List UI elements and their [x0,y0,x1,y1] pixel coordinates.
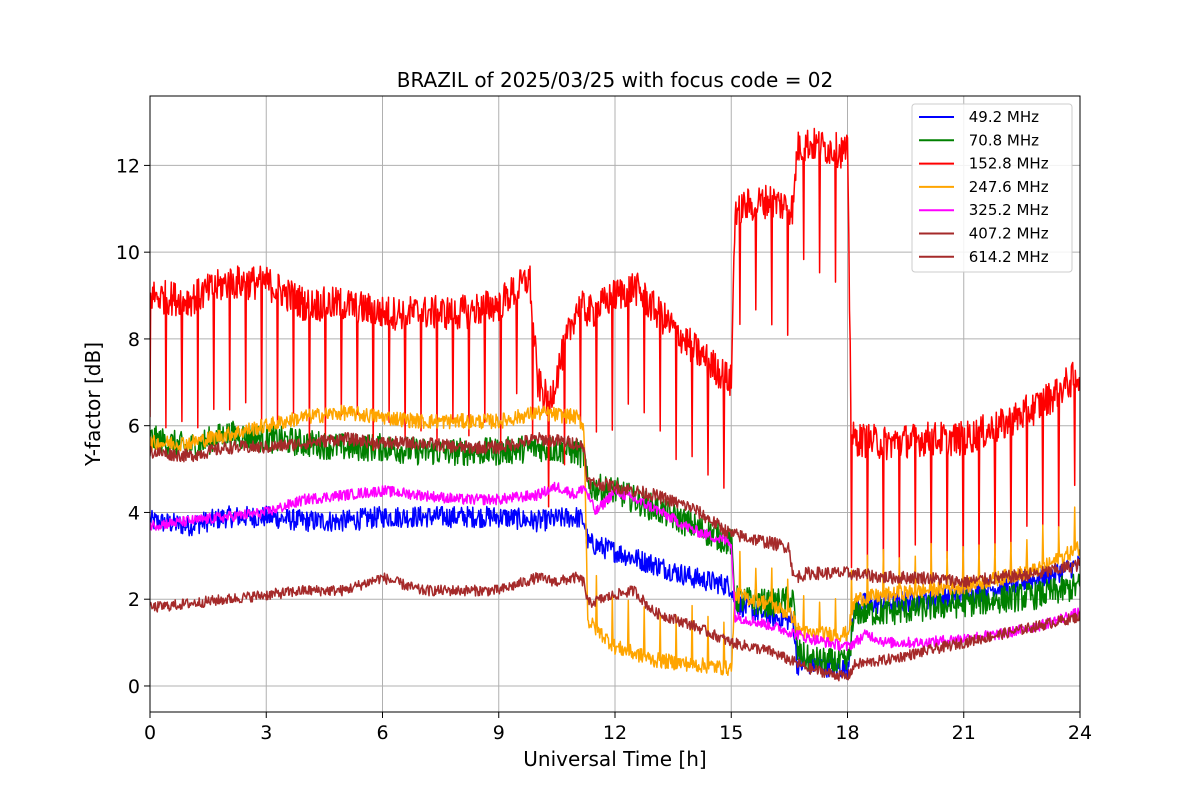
y-tick-label: 4 [128,502,140,524]
legend-label: 614.2 MHz [964,248,1049,266]
legend-label: 325.2 MHz [964,201,1049,219]
y-axis-label: Y-factor [dB] [81,342,105,467]
series-line [150,127,1080,572]
legend: 49.2 MHz 70.8 MHz 152.8 MHz 247.6 MHz 32… [911,103,1073,273]
x-axis-label: Universal Time [h] [523,747,706,771]
x-tick-label: 15 [719,722,743,744]
series-layer [150,127,1080,682]
x-tick-label: 3 [260,722,272,744]
y-tick-label: 12 [116,155,140,177]
legend-label: 407.2 MHz [964,225,1049,243]
series-line [150,571,1080,682]
x-tick-label: 18 [835,722,859,744]
legend-label: 152.8 MHz [964,155,1049,173]
legend-box [911,103,1073,273]
series-line [150,404,1080,677]
y-tick-label: 8 [128,329,140,351]
y-tick-label: 6 [128,416,140,438]
y-tick-label: 10 [116,242,140,264]
x-tick-label: 9 [493,722,505,744]
legend-label: 247.6 MHz [964,178,1049,196]
y-tick-label: 0 [128,676,140,698]
legend-label: 49.2 MHz [964,108,1039,126]
legend-label: 70.8 MHz [964,131,1039,149]
x-tick-label: 6 [376,722,388,744]
series-line [150,420,1080,678]
x-tick-label: 21 [952,722,976,744]
series-line [150,431,1080,589]
y-tick-label: 2 [128,589,140,611]
x-tick-label: 0 [144,722,156,744]
x-tick-label: 24 [1068,722,1092,744]
x-tick-label: 12 [603,722,627,744]
chart-title: BRAZIL of 2025/03/25 with focus code = 0… [397,68,834,92]
